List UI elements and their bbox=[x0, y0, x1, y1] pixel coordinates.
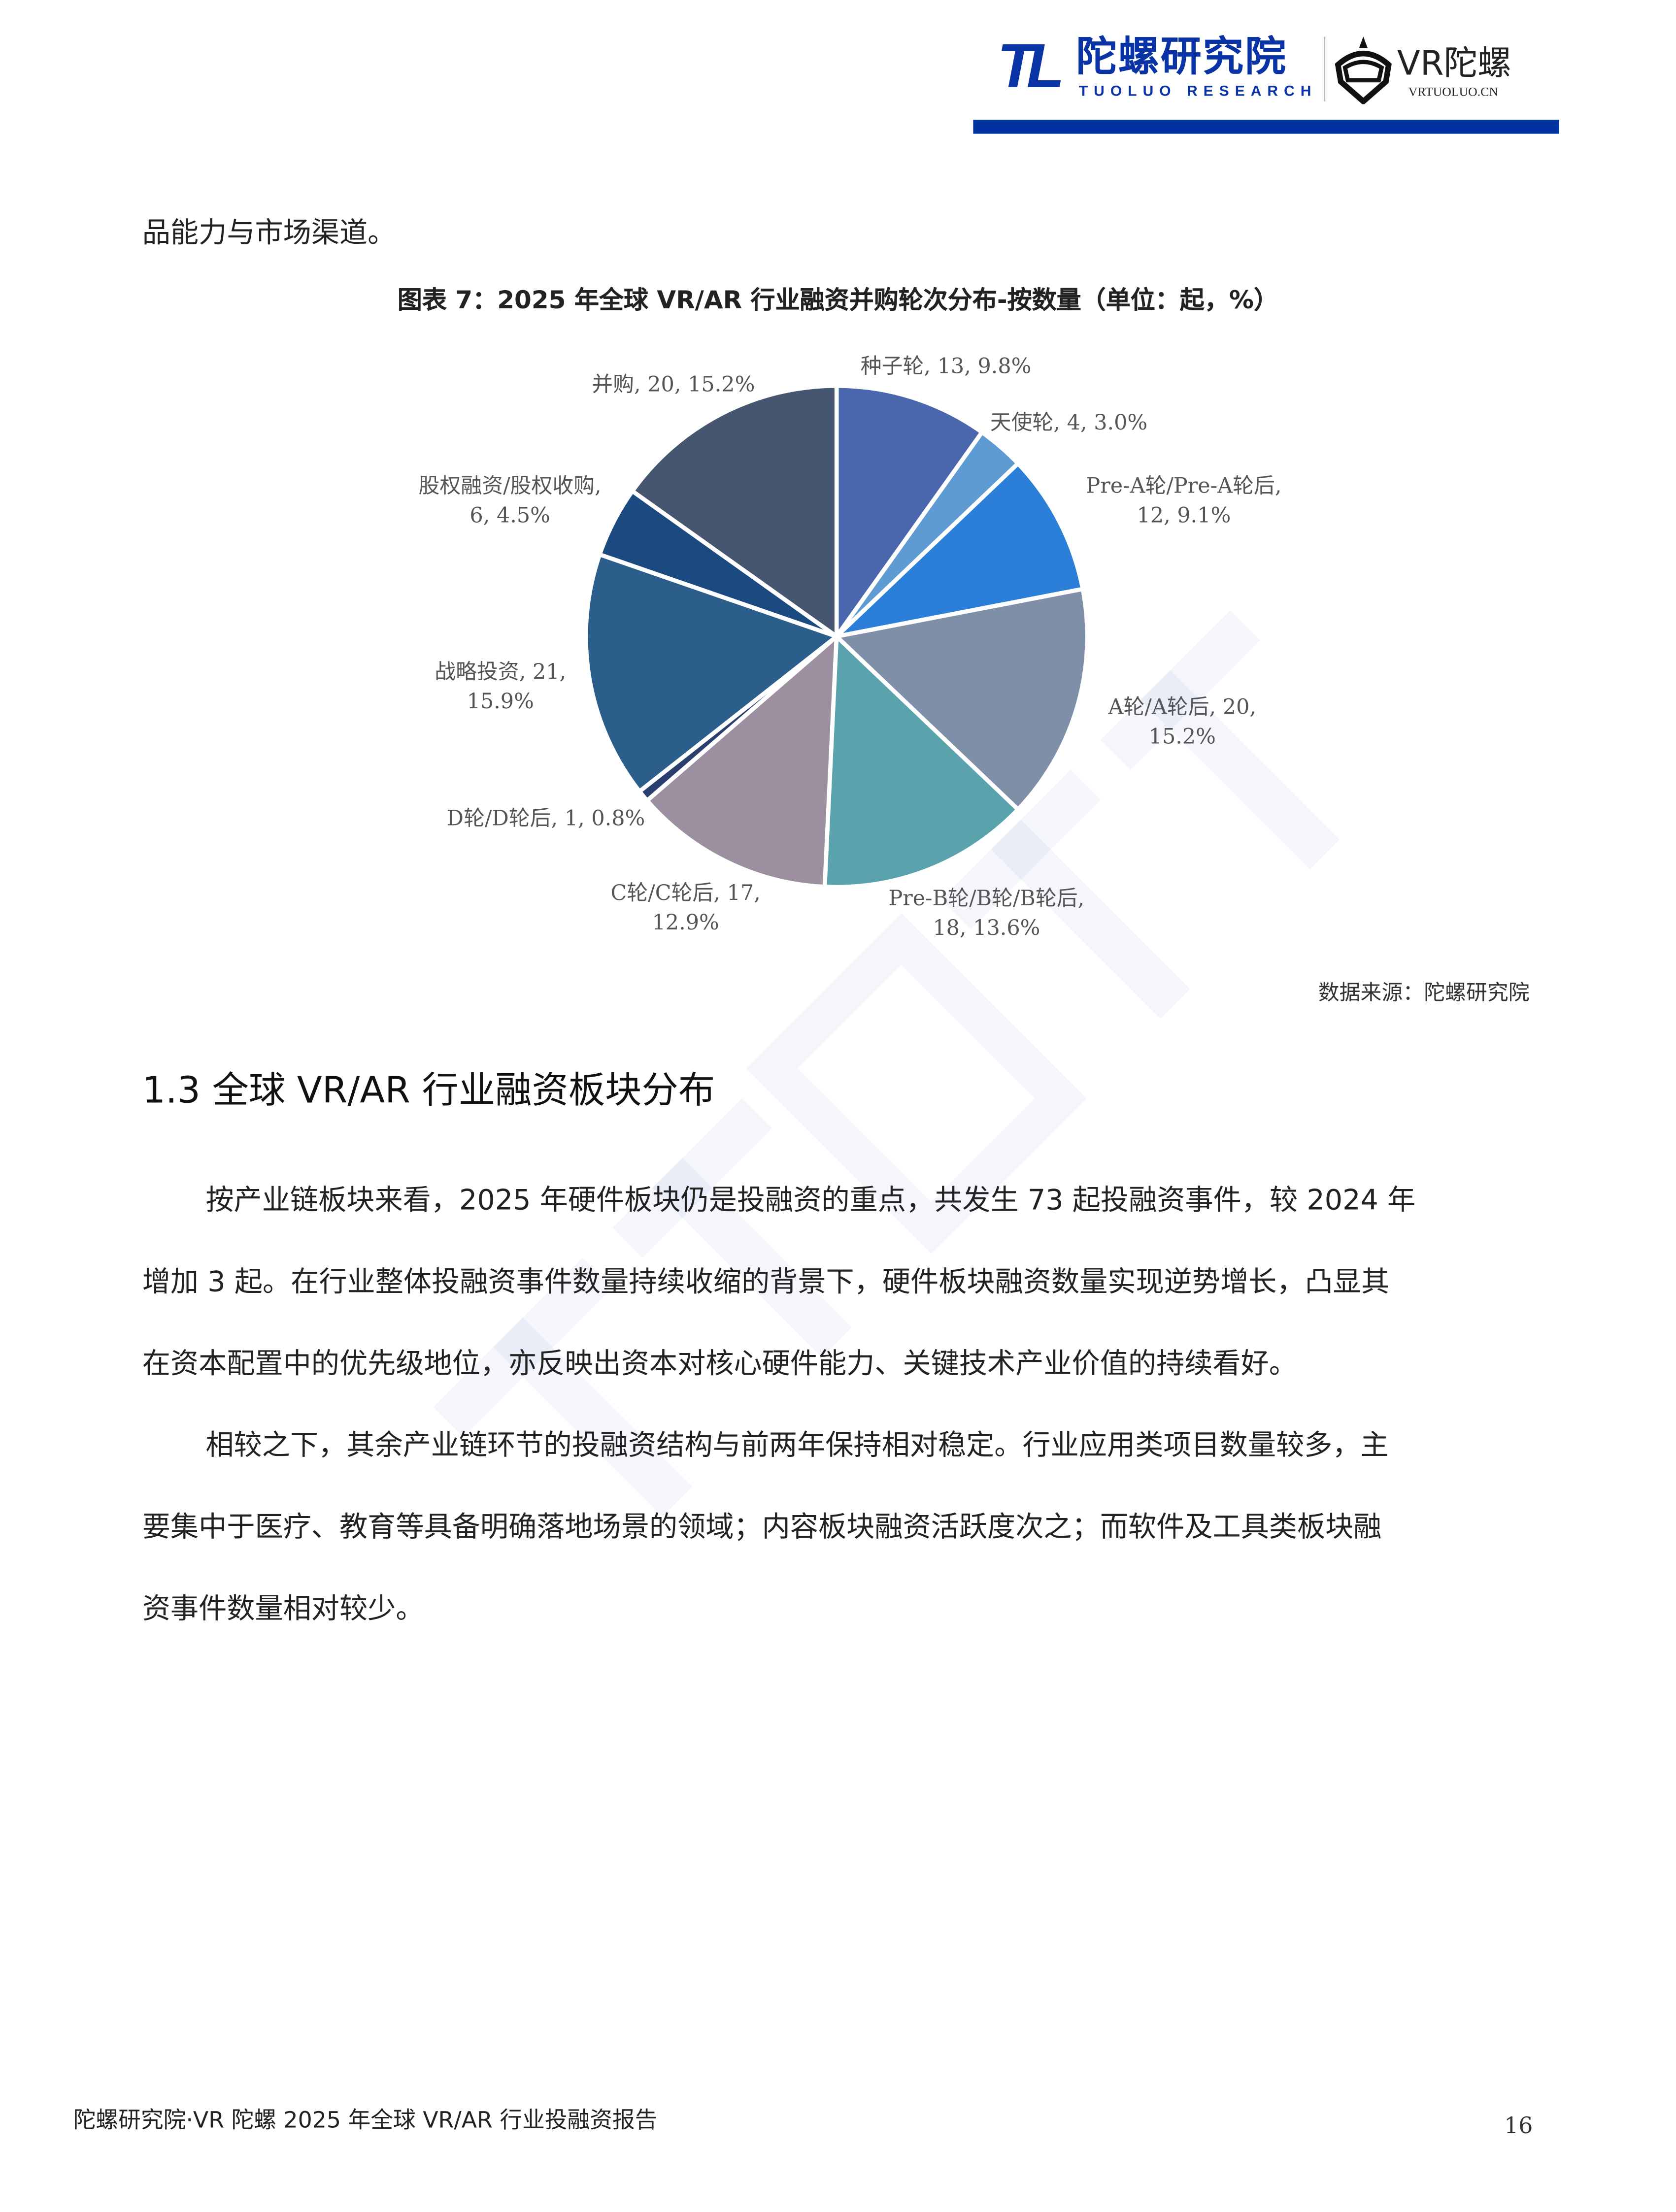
intro-text: 品能力与市场渠道。 bbox=[142, 215, 396, 250]
pie-data-label: Pre-A轮/Pre-A轮后, 12, 9.1% bbox=[1086, 472, 1281, 531]
pie-label-line: A轮/A轮后, 20, bbox=[1108, 694, 1257, 720]
pie-data-label: 种子轮, 13, 9.8% bbox=[861, 352, 1032, 382]
pie-label-line: Pre-A轮/Pre-A轮后, bbox=[1086, 473, 1282, 499]
page-number: 16 bbox=[1504, 2112, 1533, 2139]
pie-slice-2 bbox=[830, 460, 1085, 640]
header-accent-bar bbox=[973, 119, 1559, 134]
pie-data-label: Pre-B轮/B轮/B轮后, 18, 13.6% bbox=[888, 884, 1084, 943]
paragraph-line: 要集中于医疗、教育等具备明确落地场景的领域；内容板块融资活跃度次之；而软件及工具… bbox=[142, 1509, 1382, 1544]
pie-label-line: C轮/C轮后, 17, bbox=[610, 880, 761, 906]
vr-logo-en: VRTUOLUO.CN bbox=[1408, 84, 1498, 99]
data-source: 数据来源：陀螺研究院 bbox=[1318, 980, 1530, 1006]
pie-chart bbox=[584, 384, 1090, 890]
paragraph-line: 相较之下，其余产业链环节的投融资结构与前两年保持相对稳定。行业应用类项目数量较多… bbox=[205, 1427, 1389, 1462]
pie-data-label: D轮/D轮后, 1, 0.8% bbox=[447, 804, 645, 833]
pie-slice-7 bbox=[584, 552, 841, 794]
tuoluo-logo-cn: 陀螺研究院 bbox=[1076, 32, 1287, 80]
tuoluo-logo-en: TUOLUO RESEARCH bbox=[1078, 83, 1317, 100]
pie-label-line: 15.9% bbox=[467, 688, 534, 714]
figure-caption: 图表 7：2025 年全球 VR/AR 行业融资并购轮次分布-按数量（单位：起，… bbox=[397, 287, 1279, 316]
pie-label-line: 天使轮, 4, 3.0% bbox=[990, 409, 1148, 435]
logo-divider bbox=[1324, 36, 1326, 101]
vr-headset-icon bbox=[1335, 36, 1392, 104]
pie-slice-5 bbox=[644, 631, 839, 889]
paragraph-line: 资事件数量相对较少。 bbox=[142, 1591, 424, 1625]
paragraph-line: 按产业链板块来看，2025 年硬件板块仍是投融资的重点，共发生 73 起投融资事… bbox=[205, 1183, 1416, 1217]
pie-label-line: 并购, 20, 15.2% bbox=[592, 371, 755, 397]
vr-logo-cn: VR陀螺 bbox=[1397, 43, 1511, 83]
pie-slice-0 bbox=[834, 384, 985, 643]
pie-data-label: 并购, 20, 15.2% bbox=[592, 370, 755, 400]
pie-label-line: 股权融资/股权收购, bbox=[418, 473, 602, 499]
pie-data-label: A轮/A轮后, 20, 15.2% bbox=[1108, 693, 1257, 752]
pie-label-line: 战略投资, 21, bbox=[435, 659, 567, 685]
pie-data-label: 股权融资/股权收购, 6, 4.5% bbox=[419, 472, 602, 531]
pie-label-line: Pre-B轮/B轮/B轮后, bbox=[888, 886, 1085, 911]
section-heading: 1.3 全球 VR/AR 行业融资板块分布 bbox=[142, 1070, 715, 1113]
footer-report-title: 陀螺研究院·VR 陀螺 2025 年全球 VR/AR 行业投融资报告 bbox=[73, 2106, 658, 2134]
pie-data-label: 天使轮, 4, 3.0% bbox=[990, 408, 1147, 438]
pie-label-line: D轮/D轮后, 1, 0.8% bbox=[446, 805, 645, 831]
pie-label-line: 15.2% bbox=[1148, 724, 1216, 749]
pie-slice-3 bbox=[832, 586, 1090, 813]
pie-slice-4 bbox=[822, 631, 1021, 890]
pie-label-line: 种子轮, 13, 9.8% bbox=[860, 353, 1032, 379]
pie-slice-9 bbox=[629, 384, 839, 641]
tuoluo-logo-mark: TL bbox=[997, 32, 1064, 101]
paragraph-line: 增加 3 起。在行业整体投融资事件数量持续收缩的背景下，硬件板块融资数量实现逆势… bbox=[142, 1264, 1390, 1298]
pie-label-line: 12.9% bbox=[652, 909, 719, 935]
pie-label-line: 6, 4.5% bbox=[469, 502, 550, 528]
pie-data-label: C轮/C轮后, 17, 12.9% bbox=[611, 879, 761, 938]
paragraph-line: 在资本配置中的优先级地位，亦反映出资本对核心硬件能力、关键技术产业价值的持续看好… bbox=[142, 1346, 1297, 1380]
pie-label-line: 12, 9.1% bbox=[1137, 502, 1231, 528]
pie-label-line: 18, 13.6% bbox=[933, 915, 1040, 941]
pie-data-label: 战略投资, 21, 15.9% bbox=[435, 658, 566, 717]
